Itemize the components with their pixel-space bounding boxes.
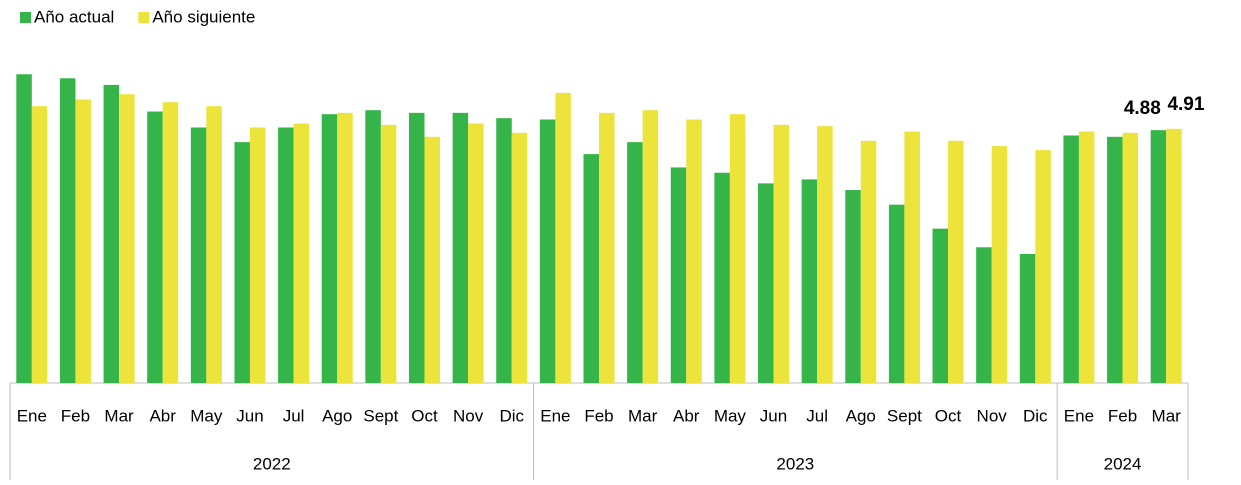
bar <box>337 112 353 383</box>
legend-label: Año siguiente <box>152 7 255 26</box>
x-tick-label: Mar <box>628 406 658 425</box>
group-label: 2024 <box>1104 454 1142 473</box>
bar <box>1035 150 1051 383</box>
bar <box>249 127 266 383</box>
bar <box>758 183 774 383</box>
x-tick-label: Sept <box>363 406 398 425</box>
bar <box>380 124 397 383</box>
bar <box>817 126 833 384</box>
x-tick-label: Jul <box>806 406 828 425</box>
x-tick-label: Dic <box>1023 406 1048 425</box>
bar <box>321 114 338 383</box>
bar <box>642 110 659 383</box>
bar <box>1107 136 1123 383</box>
x-tick-label: Ago <box>846 406 876 425</box>
bar <box>452 112 469 383</box>
bar <box>1150 130 1167 383</box>
x-tick-label: Abr <box>673 406 700 425</box>
bar <box>16 74 32 383</box>
x-tick-label: Dic <box>499 406 524 425</box>
bar <box>496 118 512 383</box>
bar <box>468 123 484 383</box>
bar <box>555 92 571 384</box>
x-tick-label: Mar <box>1152 406 1182 425</box>
x-tick-label: Jul <box>283 406 305 425</box>
bar <box>801 179 818 383</box>
bar <box>888 204 905 383</box>
bar <box>119 94 135 383</box>
data-label: 4.88 <box>1124 98 1161 119</box>
legend-swatch <box>20 12 31 23</box>
bar <box>1063 135 1079 383</box>
bar <box>583 154 599 383</box>
bar <box>599 112 615 383</box>
bar <box>59 78 76 383</box>
bar <box>75 99 91 384</box>
bar <box>511 132 528 383</box>
bar <box>1019 253 1036 383</box>
bar <box>904 131 920 383</box>
x-tick-label: Feb <box>584 406 613 425</box>
legend-swatch <box>138 12 150 23</box>
bar <box>686 119 702 383</box>
group-label: 2022 <box>253 454 291 473</box>
x-tick-label: Oct <box>411 406 438 425</box>
legend-label: Año actual <box>34 7 114 26</box>
bar <box>1078 131 1095 383</box>
x-tick-label: Jun <box>760 406 787 425</box>
bar <box>845 190 861 383</box>
bar <box>206 106 222 383</box>
data-label: 4.91 <box>1167 94 1204 115</box>
x-tick-label: Mar <box>104 406 134 425</box>
x-tick-label: Oct <box>935 406 962 425</box>
bar <box>976 247 992 383</box>
x-tick-label: Ene <box>1064 406 1094 425</box>
bar <box>162 102 179 383</box>
x-tick-label: Ene <box>17 406 47 425</box>
bar <box>408 112 425 383</box>
bar <box>234 142 250 383</box>
bar <box>424 136 440 383</box>
x-tick-label: May <box>714 406 747 425</box>
x-tick-label: Sept <box>887 406 922 425</box>
bar <box>948 140 964 383</box>
x-tick-label: Ago <box>322 406 352 425</box>
bar <box>1122 132 1139 383</box>
bar <box>860 140 877 383</box>
group-label: 2023 <box>776 454 814 473</box>
x-tick-label: Jun <box>236 406 263 425</box>
bar <box>147 111 163 384</box>
x-tick-label: Feb <box>61 406 90 425</box>
bar <box>293 123 310 383</box>
x-tick-label: Abr <box>149 406 176 425</box>
bar <box>365 110 381 383</box>
bar <box>627 142 643 383</box>
bar <box>670 167 687 383</box>
x-tick-label: May <box>190 406 223 425</box>
bar <box>1166 128 1182 383</box>
bar <box>190 127 207 383</box>
bar <box>991 146 1008 383</box>
bar <box>103 84 120 384</box>
x-tick-label: Nov <box>453 406 484 425</box>
bar <box>539 119 556 383</box>
bar <box>714 172 730 383</box>
bar <box>773 124 790 383</box>
bar <box>932 228 949 383</box>
x-tick-label: Ene <box>540 406 570 425</box>
x-tick-label: Nov <box>977 406 1008 425</box>
bar <box>278 127 294 383</box>
bar <box>729 114 746 383</box>
x-tick-label: Feb <box>1108 406 1137 425</box>
bar <box>31 106 48 383</box>
